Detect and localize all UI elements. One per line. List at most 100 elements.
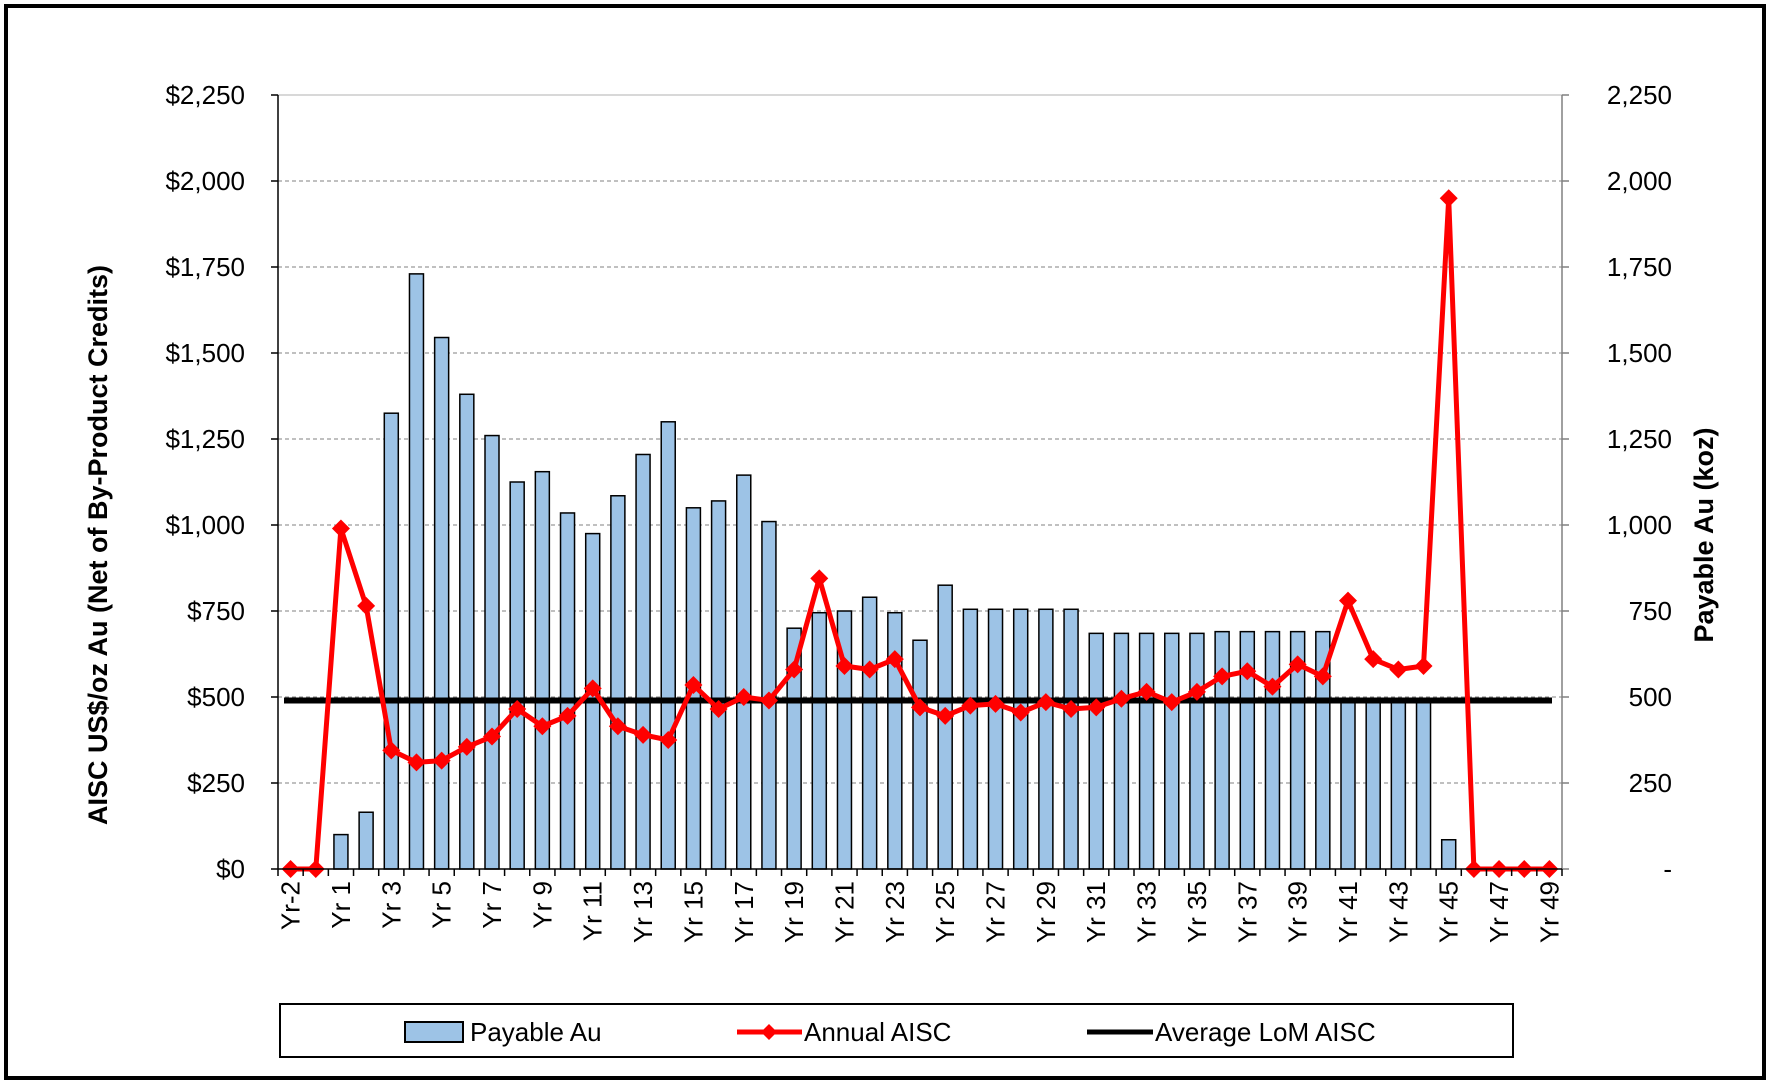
- bar: [1088, 632, 1104, 870]
- annual-aisc-point: [1364, 650, 1383, 669]
- bar: [1365, 699, 1381, 870]
- right-axis-tick-label: 250: [1629, 768, 1672, 798]
- annual-aisc-point: [860, 660, 879, 679]
- bar: [912, 639, 928, 870]
- annual-aisc-point: [1389, 660, 1408, 679]
- bar: [987, 608, 1004, 870]
- legend-swatch-payable-au: [404, 1021, 464, 1043]
- annual-aisc-point: [684, 675, 703, 694]
- annual-aisc-point: [734, 688, 753, 706]
- x-axis-tick-label: Yr 27: [981, 881, 1011, 943]
- x-axis-tick-label: Yr 35: [1182, 881, 1212, 943]
- x-axis-tick-label: Yr 37: [1232, 881, 1262, 943]
- left-axis-tick-label: $2,250: [165, 80, 245, 110]
- annual-aisc-point: [1011, 703, 1030, 722]
- annual-aisc-point: [709, 700, 728, 719]
- right-axis-tick-label: 2,250: [1607, 80, 1672, 110]
- x-axis-tick-label: Yr 3: [376, 881, 406, 929]
- bar: [710, 500, 727, 870]
- bar: [635, 453, 651, 870]
- x-axis-tick-label: Yr 29: [1031, 881, 1061, 943]
- bar: [1264, 630, 1281, 870]
- x-axis-tick-label: Yr 5: [427, 881, 457, 929]
- annual-aisc-point: [533, 717, 552, 736]
- bar: [610, 495, 626, 870]
- x-axis-tick-label: Yr 31: [1081, 881, 1111, 943]
- x-axis-tick-label: Yr 39: [1283, 881, 1313, 943]
- x-axis-tick-label: Yr 47: [1484, 881, 1514, 943]
- bar: [1038, 608, 1054, 870]
- annual-aisc-point: [810, 569, 829, 588]
- left-axis-tick-label: $500: [187, 682, 245, 712]
- bar: [1063, 608, 1079, 870]
- bar: [660, 421, 676, 870]
- annual-aisc-point: [357, 596, 376, 615]
- bar: [534, 470, 551, 870]
- legend-label-annual-aisc: Annual AISC: [804, 1017, 951, 1047]
- right-axis-tick-label: 500: [1629, 682, 1672, 712]
- annual-aisc-point: [634, 725, 653, 744]
- bar: [1113, 632, 1130, 870]
- right-axis-tick-label: 2,000: [1607, 166, 1672, 196]
- x-axis-tick-label: Yr 1: [326, 881, 356, 929]
- bar: [484, 434, 500, 870]
- annual-aisc-point: [457, 737, 476, 756]
- annual-aisc-point: [331, 519, 350, 538]
- right-axis-tick-labels: - 250 500 750 1,000 1,250 1,500 1,750 2,000 2,250: [1607, 80, 1672, 884]
- left-axis-tick-label: $2,000: [165, 166, 245, 196]
- bar: [861, 596, 878, 870]
- x-axis-tick-label: Yr 17: [729, 881, 759, 943]
- annual-aisc-point: [1187, 682, 1206, 701]
- bar: [1390, 699, 1407, 870]
- bar: [1164, 632, 1180, 870]
- bar-series-payable-au: [333, 273, 1457, 870]
- annual-aisc-point: [1313, 667, 1332, 686]
- bar: [358, 811, 374, 870]
- annual-aisc-point: [1238, 662, 1257, 681]
- bar: [1012, 608, 1029, 870]
- legend-label-average-lom-aisc: Average LoM AISC: [1155, 1017, 1376, 1047]
- annual-aisc-point: [508, 700, 527, 719]
- right-axis-tick-label: 1,000: [1607, 510, 1672, 540]
- annual-aisc-point: [1036, 693, 1055, 712]
- annual-aisc-point: [911, 698, 929, 717]
- annual-aisc-point: [835, 657, 854, 676]
- annual-aisc-point: [432, 751, 451, 770]
- annual-aisc-point: [1162, 693, 1181, 712]
- x-axis-tick-label: Yr 43: [1383, 881, 1413, 943]
- annual-aisc-point: [1087, 698, 1106, 717]
- right-axis-title: Payable Au (koz): [1689, 427, 1719, 642]
- annual-aisc-point: [885, 650, 904, 669]
- left-axis-tick-label: $1,250: [165, 424, 245, 454]
- bar: [811, 611, 828, 870]
- x-axis-tick-label: Yr 23: [880, 881, 910, 943]
- x-axis-tick-label: Yr 33: [1132, 881, 1162, 943]
- annual-aisc-point: [1137, 682, 1156, 701]
- annual-aisc-point: [1339, 591, 1357, 610]
- bar: [1340, 699, 1356, 870]
- annual-aisc-point: [936, 706, 955, 725]
- left-axis-tick-label: $1,750: [165, 252, 245, 282]
- bar: [937, 584, 953, 870]
- x-axis-tick-label: Yr 49: [1534, 881, 1564, 943]
- left-axis-tick-label: $1,000: [165, 510, 245, 540]
- annual-aisc-point: [1288, 655, 1307, 674]
- bar: [736, 474, 752, 870]
- left-axis-tick-label: $750: [187, 596, 245, 626]
- bar: [459, 393, 475, 870]
- legend: Payable Au Annual AISC Average LoM AISC: [279, 1003, 1514, 1058]
- right-axis-tick-label: -: [1663, 854, 1672, 884]
- bar: [383, 412, 400, 870]
- x-axis-tick-label: Yr 11: [578, 881, 608, 941]
- annual-aisc-point: [483, 727, 501, 746]
- annual-aisc-point: [659, 731, 678, 749]
- annual-aisc-point: [986, 694, 1005, 713]
- bar: [509, 481, 525, 870]
- x-axis-tick-label: Yr 41: [1333, 881, 1363, 943]
- annual-aisc-point: [1439, 189, 1458, 208]
- x-axis-tick-label: Yr 25: [930, 881, 960, 943]
- left-axis-tick-label: $1,500: [165, 338, 245, 368]
- x-axis-tick-label: Yr 13: [628, 881, 658, 943]
- legend-box: [279, 1003, 1514, 1058]
